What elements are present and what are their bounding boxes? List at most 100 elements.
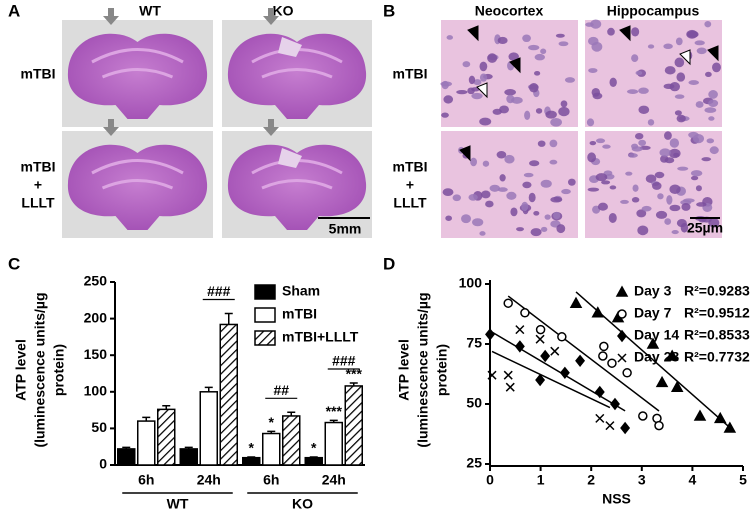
point [713,411,727,424]
group-label: KO [292,496,313,512]
nucleus [443,95,454,104]
nucleus [674,110,682,116]
nucleus [664,218,672,225]
nucleus [631,146,643,152]
nucleus [708,90,718,99]
y-tick-label: 25 [466,455,482,471]
nucleus [695,185,702,192]
nucleus [446,35,454,40]
nucleus [674,94,685,99]
arrowhead [619,25,631,42]
nucleus [595,173,608,182]
point [620,421,631,435]
legend-label: mTBI+LLLT [282,329,359,345]
point [622,368,632,378]
point [514,340,525,353]
column-label: WT [139,3,161,19]
nucleus [568,178,576,186]
nucleus [473,79,482,86]
nucleus [472,218,484,227]
nucleus [530,228,542,237]
nucleus [560,100,568,108]
brain-section [227,144,367,230]
point [485,328,495,341]
nucleus [705,71,712,77]
x-axis-label: NSS [602,491,631,507]
nucleus [637,225,649,236]
nucleus [608,212,617,223]
nucleus [470,157,477,167]
arrowhead [476,82,488,99]
error-bar [204,386,213,392]
fit-line [489,330,626,412]
arrow [103,119,119,136]
nucleus [587,152,597,163]
nucleus [696,202,707,207]
nucleus [595,138,606,144]
nucleus [638,105,650,114]
nucleus [657,193,664,200]
panel-label: C [8,254,20,273]
nucleus [523,172,534,178]
image-bg [585,20,722,127]
bar [137,420,156,466]
x-tick-label: 24h [197,472,221,488]
nucleus [645,174,657,183]
bar [242,456,261,466]
nucleus [441,112,449,118]
nucleus [631,197,640,203]
row-label: mTBI [21,159,56,175]
nucleus [647,119,655,126]
y-axis-label: protein) [51,344,67,396]
point [503,370,513,380]
y-axis-label: ATP level [13,339,29,401]
nucleus [666,195,673,205]
bar [344,385,363,466]
arrow [103,8,119,25]
point [515,325,525,335]
nucleus [499,174,506,182]
nucleus [669,138,680,148]
nucleus [549,139,558,148]
column-label: Hippocampus [607,3,700,19]
nucleus [487,53,498,63]
nucleus [663,83,675,90]
y-axis-label: protein) [434,344,450,396]
panel-label: D [383,254,395,273]
legend-marker [615,285,629,297]
nucleus [461,214,471,224]
bar [282,415,301,466]
arrowhead [509,57,521,74]
row-label: mTBI [393,159,428,175]
nucleus [636,209,647,218]
nucleus [496,151,507,159]
nucleus [558,41,569,47]
x-tick-label: 6h [263,472,279,488]
annotation: * [249,440,255,456]
nucleus [590,19,602,29]
point [595,413,605,423]
bar [199,391,218,466]
point [607,358,617,368]
nucleus [467,87,475,95]
point [665,349,679,361]
point [646,337,660,349]
nucleus [445,215,452,221]
nucleus [529,82,539,93]
nucleus [586,118,595,127]
arrow [263,8,279,25]
brain-structure [91,159,184,190]
nucleus [664,131,672,140]
nucleus [664,66,676,75]
legend-swatch [254,284,276,300]
nucleus [631,27,640,37]
annotation: * [311,440,317,456]
row-label: + [406,177,414,193]
x-tick-label: 0 [486,472,494,488]
nucleus [588,68,598,73]
point [503,298,513,308]
legend-label: mTBI [282,306,317,322]
nucleus [602,144,611,149]
y-tick-label: 100 [84,383,108,399]
nucleus [641,205,652,212]
